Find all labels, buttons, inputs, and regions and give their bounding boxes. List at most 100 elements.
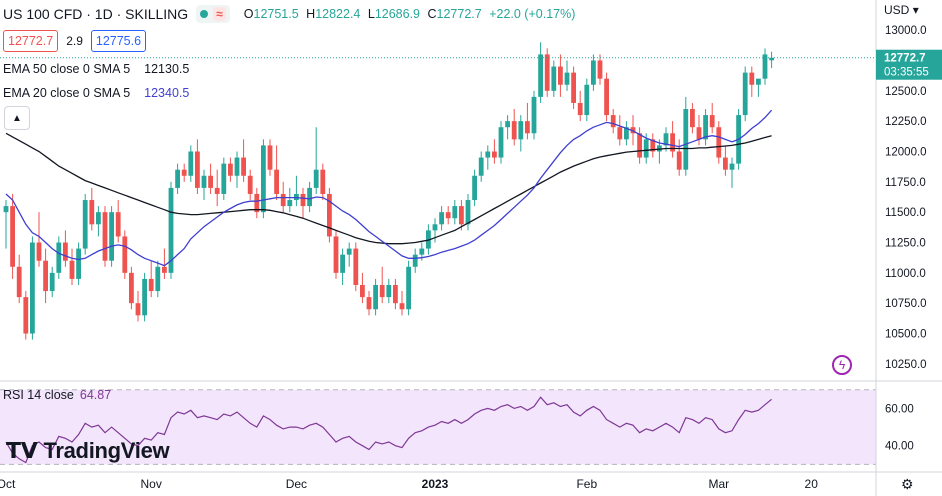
candle-body [175, 169, 180, 188]
candle-body [432, 224, 438, 231]
candle-body [188, 151, 194, 176]
ema50-line [5, 132, 772, 245]
candle-body [353, 248, 359, 285]
buy-button[interactable]: 12775.6 [90, 30, 147, 52]
candle-body [36, 242, 42, 261]
candle-body [287, 200, 293, 207]
candle-body [201, 175, 207, 188]
rsi-label: RSI 14 close [3, 388, 74, 402]
candle-body [360, 284, 365, 298]
candle-body [472, 175, 477, 201]
price-tick-label: 10750.0 [885, 298, 927, 310]
candle-body [564, 72, 570, 85]
candle-body [498, 127, 504, 158]
tradingview-logo-icon: 𝗧𝗩 [6, 438, 38, 463]
candle-body [505, 121, 510, 128]
candle-body [683, 109, 689, 170]
sell-button[interactable]: 12772.7 [3, 30, 59, 52]
rsi-legend[interactable]: RSI 14 close 64.87 [3, 388, 111, 402]
candle-body [10, 206, 15, 267]
rsi-value: 64.87 [79, 388, 112, 402]
price-tick-label: 11500.0 [885, 207, 926, 219]
candle-body [584, 84, 590, 116]
candle-body [762, 54, 768, 79]
candle-body [690, 109, 695, 128]
candle-body [109, 212, 114, 261]
candle-body [254, 193, 260, 213]
candle-body [320, 169, 326, 194]
candle-body [122, 236, 128, 273]
last-price-label: 12772.7 [884, 53, 926, 65]
price-tick-label: 13000.0 [885, 25, 927, 37]
collapse-legend-button[interactable]: ▲ [4, 106, 30, 130]
candle-body [531, 96, 537, 134]
price-tick-label: 11250.0 [885, 238, 926, 250]
candle-body [168, 187, 174, 273]
candle-body [142, 278, 147, 316]
price-tick-label: 11000.0 [885, 268, 926, 280]
ema50-legend[interactable]: EMA 50 close 0 SMA 5 12130.5 [3, 62, 189, 76]
candle-body [518, 121, 524, 140]
candle-body [604, 78, 609, 116]
candle-body [333, 236, 339, 273]
candle-body [756, 78, 761, 85]
candle-body [465, 200, 471, 225]
spread-value: 2.9 [66, 34, 83, 48]
price-tick-label: 12250.0 [885, 116, 927, 128]
wave-icon: ≈ [213, 7, 226, 21]
candle-body [478, 157, 484, 176]
candle-body [670, 133, 675, 152]
candle-body [406, 266, 411, 310]
candle-body [571, 72, 576, 103]
tradingview-logo[interactable]: 𝗧𝗩 TradingView [6, 438, 170, 464]
change-value: +22.0 (+0.17%) [489, 7, 576, 21]
rsi-tick-label: 60.00 [885, 403, 914, 415]
rsi-tick-label: 40.00 [885, 441, 914, 453]
price-tick-label: 12000.0 [885, 146, 927, 158]
candle-body [729, 163, 735, 170]
price-panel [0, 42, 876, 340]
candle-body [3, 206, 9, 213]
candle-body [742, 72, 748, 116]
close-value: 12772.7 [436, 7, 482, 21]
candle-body [551, 66, 557, 91]
ema20-legend[interactable]: EMA 20 close 0 SMA 5 12340.5 [3, 86, 189, 100]
symbol-title[interactable]: US 100 CFD · 1D · SKILLING [3, 6, 189, 22]
candle-body [63, 242, 68, 261]
candle-body [703, 115, 708, 140]
candle-body [419, 248, 425, 255]
candle-body [379, 284, 385, 298]
candle-body [769, 57, 774, 61]
candle-body [485, 151, 491, 158]
candle-body [16, 266, 22, 298]
last-price-marker [876, 49, 942, 80]
candle-body [221, 163, 227, 194]
candle-body [89, 200, 95, 225]
ohlc-values: O12751.5 H12822.4 L12686.9 C12772.7 +22.… [243, 7, 576, 21]
currency-selector[interactable]: USD ▾ [884, 3, 919, 17]
currency-label: USD [884, 3, 910, 17]
candle-body [307, 187, 312, 207]
ema20-value: 12340.5 [144, 86, 190, 100]
candle-body [366, 297, 372, 310]
settings-gear-icon[interactable]: ⚙ [901, 476, 914, 492]
market-status[interactable]: ≈ [196, 5, 230, 23]
candle-body [650, 139, 656, 152]
candle-body [195, 151, 200, 188]
candle-body [459, 206, 464, 225]
low-value: 12686.9 [374, 7, 421, 21]
lightning-icon[interactable]: ϟ [832, 355, 852, 375]
candle-body [617, 127, 623, 140]
candle-body [228, 163, 233, 176]
candle-body [716, 127, 722, 158]
candle-body [340, 254, 345, 273]
candle-body [115, 212, 121, 237]
candle-body [412, 254, 418, 267]
candle-body [280, 193, 286, 207]
candle-body [663, 133, 669, 146]
candle-body [558, 66, 563, 85]
candle-body [96, 212, 101, 225]
candle-body [247, 175, 253, 194]
